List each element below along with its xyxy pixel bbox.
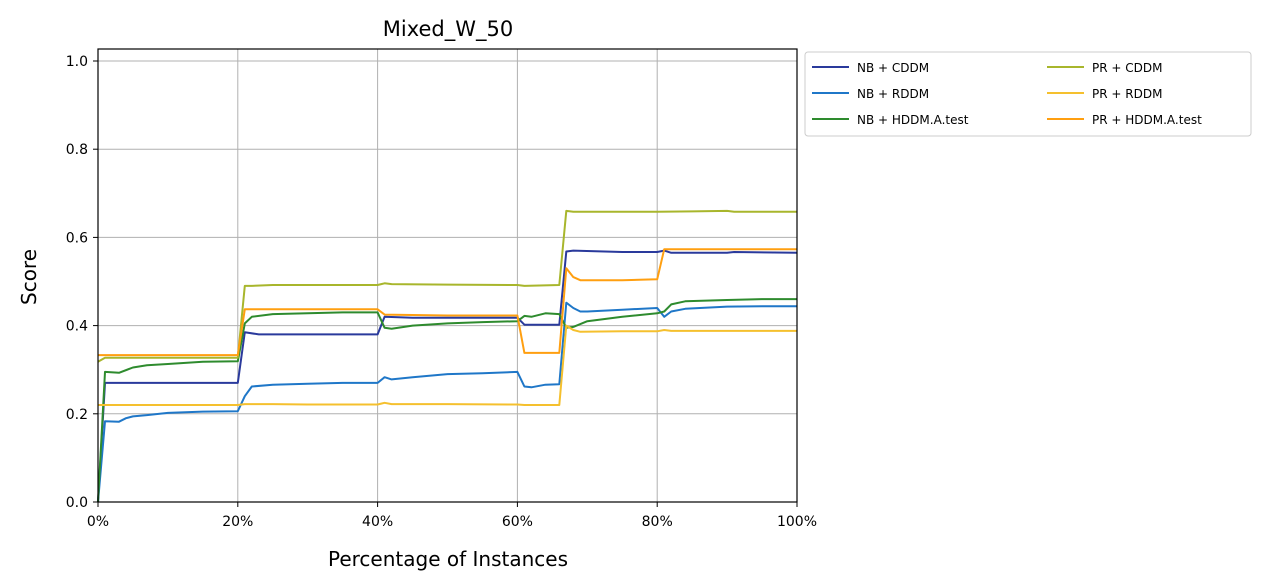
series-line-pr-rddm — [98, 324, 797, 406]
x-axis-ticks: 0% 20% 40% 60% 80% 100% — [87, 502, 817, 530]
x-tick-label: 80% — [642, 514, 673, 530]
series-line-pr-hddm-a-test — [98, 248, 797, 357]
grid — [97, 49, 798, 503]
series-line-nb-rddm — [97, 301, 797, 503]
series-lines — [97, 209, 798, 503]
x-tick-label: 0% — [87, 514, 109, 530]
y-axis-label: Score — [17, 249, 41, 305]
legend-label: NB + CDDM — [857, 61, 929, 75]
legend-label: PR + RDDM — [1092, 87, 1162, 101]
legend-label: NB + HDDM.A.test — [857, 113, 969, 127]
y-tick-label: 0.0 — [66, 495, 88, 511]
y-tick-label: 0.8 — [66, 142, 88, 158]
x-tick-label: 40% — [362, 514, 393, 530]
x-tick-label: 100% — [777, 514, 817, 530]
x-axis-label: Percentage of Instances — [328, 547, 568, 571]
legend-label: PR + CDDM — [1092, 61, 1162, 75]
y-tick-label: 1.0 — [66, 54, 88, 70]
y-tick-label: 0.6 — [66, 230, 88, 246]
legend-box — [804, 51, 1252, 137]
series-line-nb-hddm-a-test — [97, 298, 797, 503]
plot-area-frame — [97, 48, 798, 503]
legend: NB + CDDM NB + RDDM NB + HDDM.A.test PR + C… — [804, 51, 1252, 137]
y-tick-label: 0.2 — [66, 407, 88, 423]
legend-label: PR + HDDM.A.test — [1092, 113, 1202, 127]
series-line-nb-cddm — [97, 249, 798, 503]
x-tick-label: 20% — [222, 514, 253, 530]
x-tick-label: 60% — [502, 514, 533, 530]
series-line-pr-cddm — [97, 209, 797, 363]
legend-label: NB + RDDM — [857, 87, 929, 101]
y-tick-label: 0.4 — [66, 319, 88, 335]
chart-title: Mixed_W_50 — [383, 17, 513, 42]
y-axis-ticks: 0.0 0.2 0.4 0.6 0.8 1.0 — [66, 54, 98, 511]
